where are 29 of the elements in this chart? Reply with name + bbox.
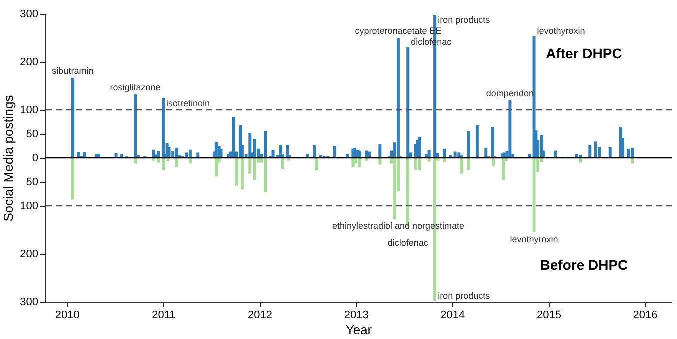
- annotation: sibutramin: [52, 66, 94, 76]
- y-tick-label: 200: [20, 248, 38, 260]
- series-label: Before DHPC: [540, 257, 628, 273]
- annotation: levothyroxin: [537, 26, 586, 36]
- x-tick-label: 2016: [633, 310, 658, 322]
- x-tick-label: 2014: [440, 310, 466, 322]
- x-axis-title: Year: [346, 322, 373, 338]
- y-tick-label: 100: [20, 104, 38, 116]
- y-axis-title: Social Media postings: [1, 94, 16, 222]
- y-tick-label: 300: [20, 296, 38, 308]
- annotation: isotretinoin: [166, 98, 210, 108]
- x-tick-label: 2013: [344, 310, 369, 322]
- x-tick-label: 2010: [55, 310, 80, 322]
- series-label: After DHPC: [546, 45, 622, 62]
- y-tick-label: 50: [26, 128, 38, 140]
- y-tick-label: 100: [20, 200, 38, 212]
- annotation: rosiglitazone: [110, 82, 161, 93]
- y-tick-label: 0: [32, 152, 38, 164]
- x-tick-label: 2012: [248, 310, 273, 322]
- annotation: ethinylestradiol and norgestimate: [332, 220, 465, 231]
- y-tick-label: 50: [26, 176, 38, 188]
- x-tick-label: 2011: [152, 310, 176, 322]
- annotation: iron products: [438, 14, 491, 25]
- annotation: levothyroxin: [510, 234, 558, 244]
- y-tick-label: 300: [20, 8, 38, 20]
- annotation: iron products: [438, 291, 491, 302]
- y-tick-label: 200: [20, 56, 38, 68]
- annotation: diclofenac: [388, 238, 429, 248]
- x-tick-label: 2015: [536, 310, 562, 322]
